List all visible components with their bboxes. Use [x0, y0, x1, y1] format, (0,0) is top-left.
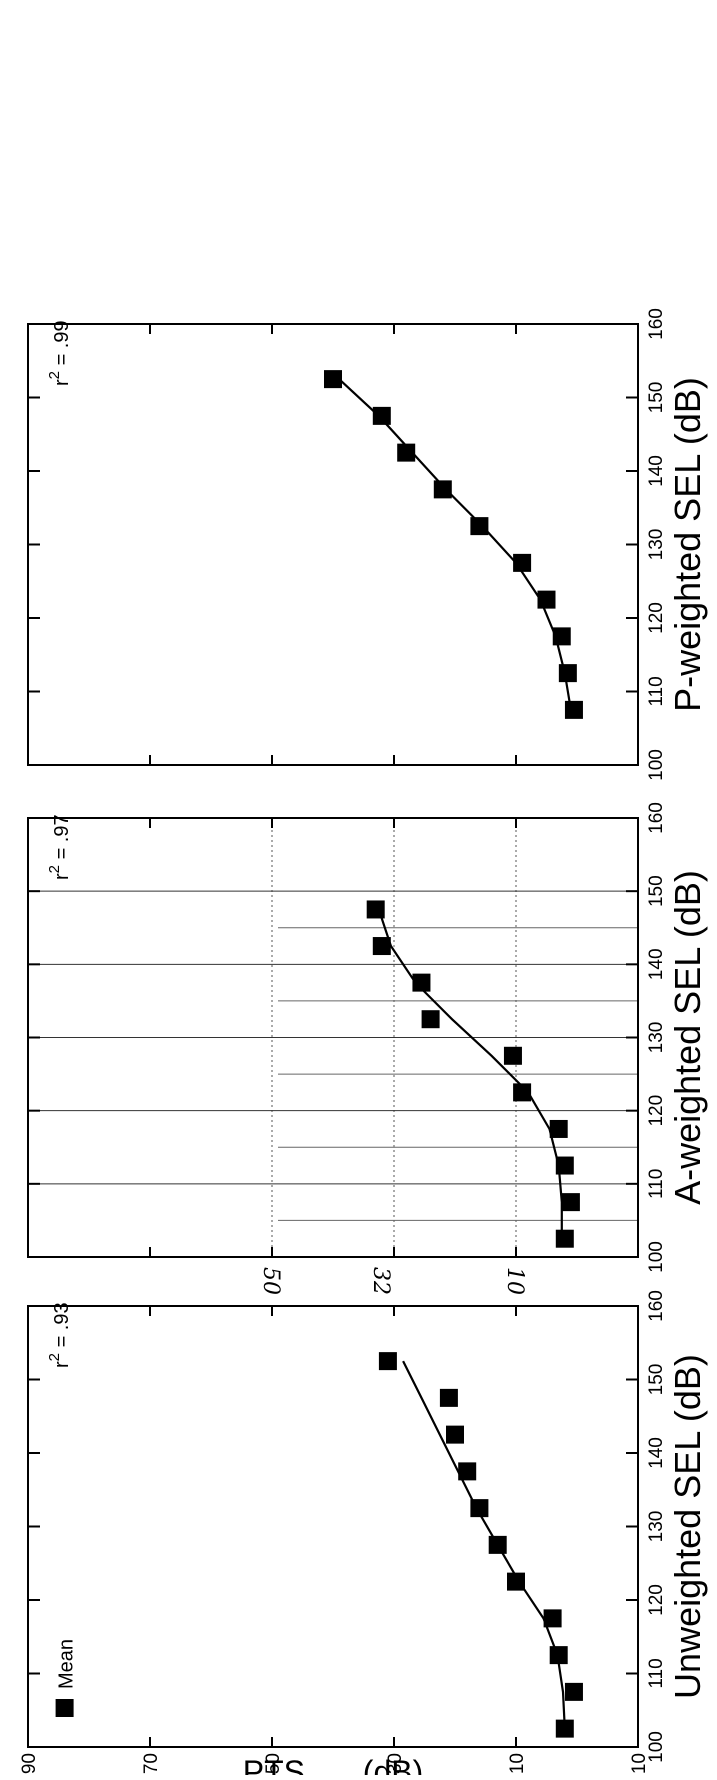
x-tick-label: 110 [646, 1169, 667, 1199]
data-point [513, 553, 532, 572]
data-point [507, 1572, 525, 1591]
r-squared-exponent: 2 [46, 371, 63, 379]
data-point [433, 480, 452, 499]
y-tick-label: -10 [629, 1753, 650, 1775]
handwritten-tick-label: 32 [368, 1267, 393, 1295]
y-tick-label: 10 [507, 1753, 528, 1774]
x-tick-label: 120 [646, 1095, 667, 1127]
fit-curve [377, 909, 563, 1239]
x-tick-label: 160 [646, 308, 667, 340]
data-point [558, 664, 577, 683]
data-point [470, 517, 489, 536]
data-point [555, 1156, 574, 1175]
r-squared-exponent: 2 [46, 865, 63, 873]
data-point [372, 406, 391, 425]
data-point [552, 627, 571, 646]
data-point [366, 900, 385, 919]
x-tick-label: 140 [646, 948, 667, 980]
x-tick-label: 150 [646, 875, 667, 907]
legend-label: Mean [56, 1639, 78, 1689]
data-point [503, 1046, 522, 1065]
data-point [488, 1535, 507, 1554]
data-point [421, 1010, 440, 1029]
x-tick-label: 100 [646, 1731, 667, 1763]
data-point [470, 1499, 489, 1518]
data-point [564, 700, 583, 719]
data-point [543, 1609, 562, 1628]
r-squared-exponent: 2 [46, 1353, 63, 1361]
y-tick-label: 30 [385, 1753, 406, 1774]
data-point [458, 1462, 477, 1481]
x-tick-label: 140 [646, 455, 667, 487]
x-tick-label: 160 [646, 802, 667, 834]
r-squared-value: = .93 [51, 1302, 73, 1353]
panel-d: 100 110 120 130 140 150 160 Unweighted SEL (dB)… [27, 1290, 708, 1763]
x-tick-label: 130 [646, 1022, 667, 1054]
data-point [555, 1719, 574, 1738]
data-point [378, 1352, 397, 1371]
data-point [561, 1193, 580, 1212]
x-tick-label: 120 [646, 602, 667, 634]
x-axis-label: Unweighted SEL (dB) [667, 1354, 708, 1699]
figure-rotated: 90 70 50 30 10 -10 PTS1,2,4 (dB) 100 110 120 130 14… [19, 308, 708, 1780]
x-tick-label: 160 [646, 1290, 667, 1322]
data-point [439, 1388, 458, 1407]
r-squared-label: r2 = .97 [46, 814, 73, 880]
data-point [397, 443, 416, 462]
x-tick-label: 110 [646, 1658, 667, 1688]
y-axis-label-unit: (dB) [354, 1754, 423, 1775]
x-tick-label: 150 [646, 1364, 667, 1396]
handwritten-tick-label: 10 [502, 1267, 527, 1295]
data-point [324, 370, 342, 389]
data-point [549, 1646, 568, 1665]
data-point [555, 1229, 574, 1248]
panel-f: 100 110 120 130 140 150 160 P-weighted SEL (dB)… [27, 308, 708, 781]
r-squared-r: r [51, 873, 73, 880]
data-point [412, 973, 431, 992]
y-axis-label-main: PTS [243, 1754, 305, 1775]
panel-e: 100 110 120 130 140 150 160 A-weighted SEL (dB)… [27, 802, 708, 1273]
x-tick-label: 150 [646, 382, 667, 414]
r-squared-value: = .97 [51, 814, 73, 865]
r-squared-r: r [51, 1361, 73, 1368]
legend-marker [55, 1699, 74, 1717]
y-tick-label: 70 [141, 1753, 162, 1774]
x-tick-label: 140 [646, 1437, 667, 1469]
y-tick-label: 50 [263, 1753, 284, 1774]
y-tick-label: 90 [19, 1753, 40, 1774]
x-tick-label: 130 [646, 1511, 667, 1543]
x-tick-label: 110 [646, 676, 667, 706]
x-tick-label: 100 [646, 1241, 667, 1273]
fit-curve [402, 1360, 566, 1729]
r-squared-r: r [51, 379, 73, 386]
fit-curve [338, 378, 572, 711]
data-point [372, 937, 391, 956]
plot-frame [27, 323, 639, 766]
r-squared-value: = .99 [51, 320, 73, 371]
legend: Mean [55, 1639, 78, 1717]
r-squared-label: r2 = .99 [46, 320, 73, 386]
data-point [564, 1682, 583, 1701]
x-tick-label: 100 [646, 749, 667, 781]
x-axis-label: A-weighted SEL (dB) [667, 870, 708, 1205]
x-tick-label: 120 [646, 1584, 667, 1616]
plot-layer: 90 70 50 30 10 -10 PTS1,2,4 (dB) 100 110 120 130 14… [19, 308, 708, 1780]
data-point [549, 1119, 568, 1138]
data-point [537, 590, 556, 609]
data-point [446, 1425, 464, 1444]
data-point [513, 1083, 532, 1102]
y-axis-label: PTS1,2,4 (dB) [243, 1754, 424, 1775]
handwritten-tick-label: 50 [258, 1267, 283, 1295]
r-squared-label: r2 = .93 [46, 1302, 73, 1368]
plot-frame [27, 1305, 639, 1748]
x-tick-label: 130 [646, 529, 667, 561]
x-axis-label: P-weighted SEL (dB) [667, 377, 708, 712]
